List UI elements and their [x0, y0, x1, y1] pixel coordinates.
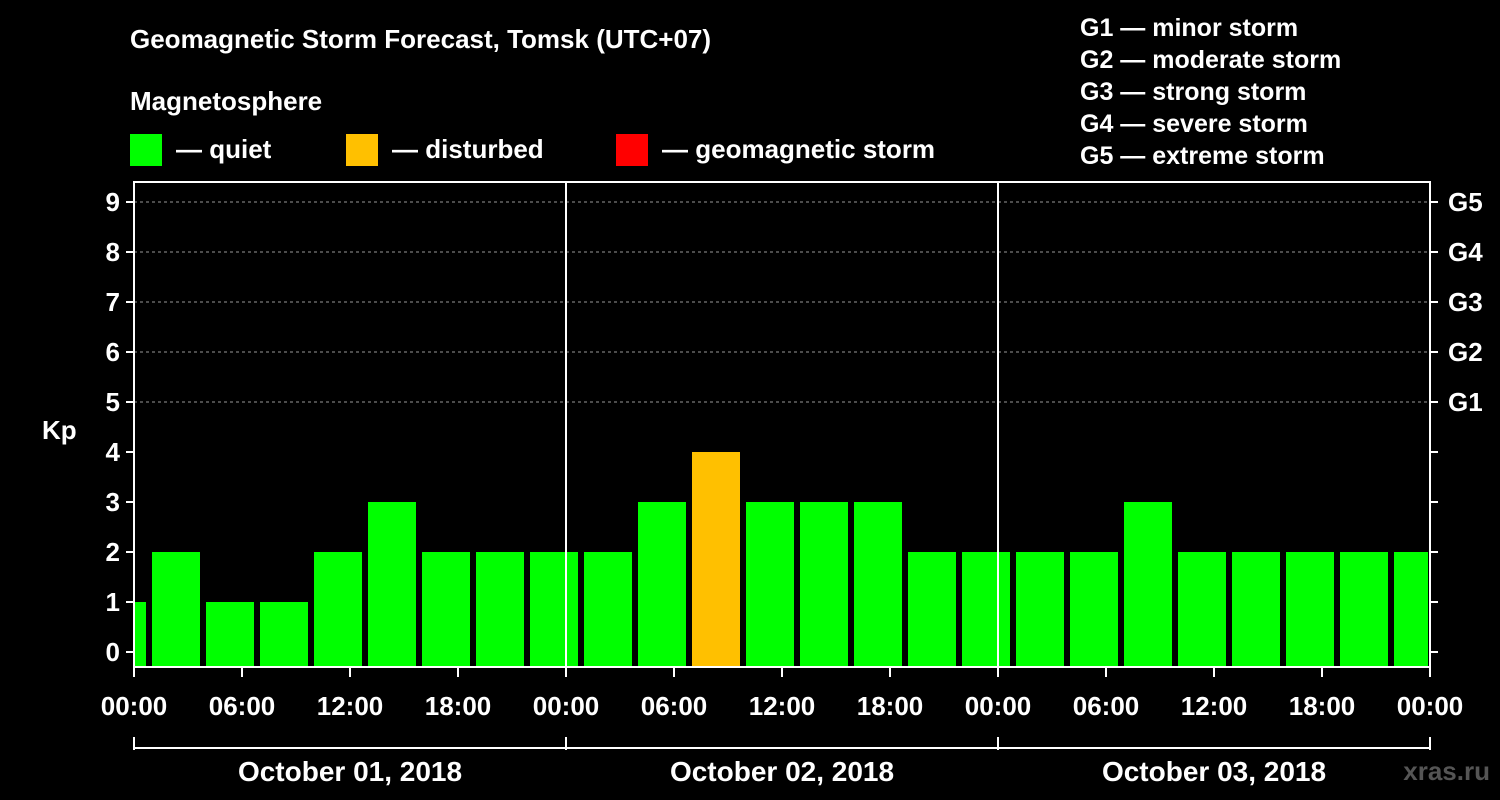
- bar-2: [206, 602, 254, 667]
- right-tick-label-G2: G2: [1448, 337, 1483, 367]
- storm-level-g3: G3 — strong storm: [1080, 78, 1307, 106]
- xtick-label-1: 06:00: [209, 691, 276, 721]
- bar-12: [746, 502, 794, 667]
- ytick-label-9: 9: [106, 187, 120, 217]
- xtick-label-4: 00:00: [533, 691, 600, 721]
- bar-16: [962, 552, 1010, 667]
- ytick-label-3: 3: [106, 487, 120, 517]
- xtick-label-11: 18:00: [1289, 691, 1356, 721]
- bar-21: [1232, 552, 1280, 667]
- bar-15: [908, 552, 956, 667]
- bar-1: [152, 552, 200, 667]
- ytick-label-6: 6: [106, 337, 120, 367]
- xtick-label-9: 06:00: [1073, 691, 1140, 721]
- right-tick-label-G4: G4: [1448, 237, 1483, 267]
- chart-title: Geomagnetic Storm Forecast, Tomsk (UTC+0…: [130, 24, 712, 54]
- day-label-0: October 01, 2018: [238, 756, 462, 787]
- day-label-1: October 02, 2018: [670, 756, 894, 787]
- ytick-label-5: 5: [106, 387, 120, 417]
- bar-3: [260, 602, 308, 667]
- storm-level-g1: G1 — minor storm: [1080, 14, 1299, 42]
- bar-8: [530, 552, 578, 667]
- bar-19: [1124, 502, 1172, 667]
- xtick-label-2: 12:00: [317, 691, 384, 721]
- storm-level-g4: G4 — severe storm: [1080, 110, 1308, 138]
- right-tick-label-G5: G5: [1448, 187, 1483, 217]
- bar-6: [422, 552, 470, 667]
- bar-0: [135, 602, 146, 667]
- bar-18: [1070, 552, 1118, 667]
- xtick-label-8: 00:00: [965, 691, 1032, 721]
- bar-5: [368, 502, 416, 667]
- right-tick-label-G3: G3: [1448, 287, 1483, 317]
- y-axis-label: Kp: [42, 415, 77, 445]
- bar-22: [1286, 552, 1334, 667]
- bar-7: [476, 552, 524, 667]
- legend-label-quiet: — quiet: [176, 134, 272, 164]
- bar-23: [1340, 552, 1388, 667]
- legend-swatch-quiet: [130, 134, 162, 166]
- right-tick-label-G1: G1: [1448, 387, 1483, 417]
- source-watermark: xras.ru: [1403, 756, 1490, 786]
- xtick-label-0: 00:00: [101, 691, 168, 721]
- legend-swatch-storm: [616, 134, 648, 166]
- ytick-label-7: 7: [106, 287, 120, 317]
- bar-20: [1178, 552, 1226, 667]
- bar-14: [854, 502, 902, 667]
- xtick-label-12: 00:00: [1397, 691, 1464, 721]
- legend-swatch-disturbed: [346, 134, 378, 166]
- day-label-2: October 03, 2018: [1102, 756, 1326, 787]
- xtick-label-3: 18:00: [425, 691, 492, 721]
- xtick-label-10: 12:00: [1181, 691, 1248, 721]
- ytick-label-4: 4: [106, 437, 121, 467]
- ytick-label-0: 0: [106, 637, 120, 667]
- ytick-label-2: 2: [106, 537, 120, 567]
- ytick-label-1: 1: [106, 587, 120, 617]
- legend-label-storm: — geomagnetic storm: [662, 134, 936, 164]
- xtick-label-6: 12:00: [749, 691, 816, 721]
- bar-13: [800, 502, 848, 667]
- bar-17: [1016, 552, 1064, 667]
- storm-level-g2: G2 — moderate storm: [1080, 46, 1342, 74]
- bar-10: [638, 502, 686, 667]
- bar-24: [1394, 552, 1428, 667]
- bar-11: [692, 452, 740, 667]
- xtick-label-5: 06:00: [641, 691, 708, 721]
- storm-level-g5: G5 — extreme storm: [1080, 142, 1325, 170]
- legend-title: Magnetosphere: [130, 86, 323, 116]
- ytick-label-8: 8: [106, 237, 120, 267]
- xtick-label-7: 18:00: [857, 691, 924, 721]
- bar-4: [314, 552, 362, 667]
- legend-label-disturbed: — disturbed: [392, 134, 544, 164]
- bar-9: [584, 552, 632, 667]
